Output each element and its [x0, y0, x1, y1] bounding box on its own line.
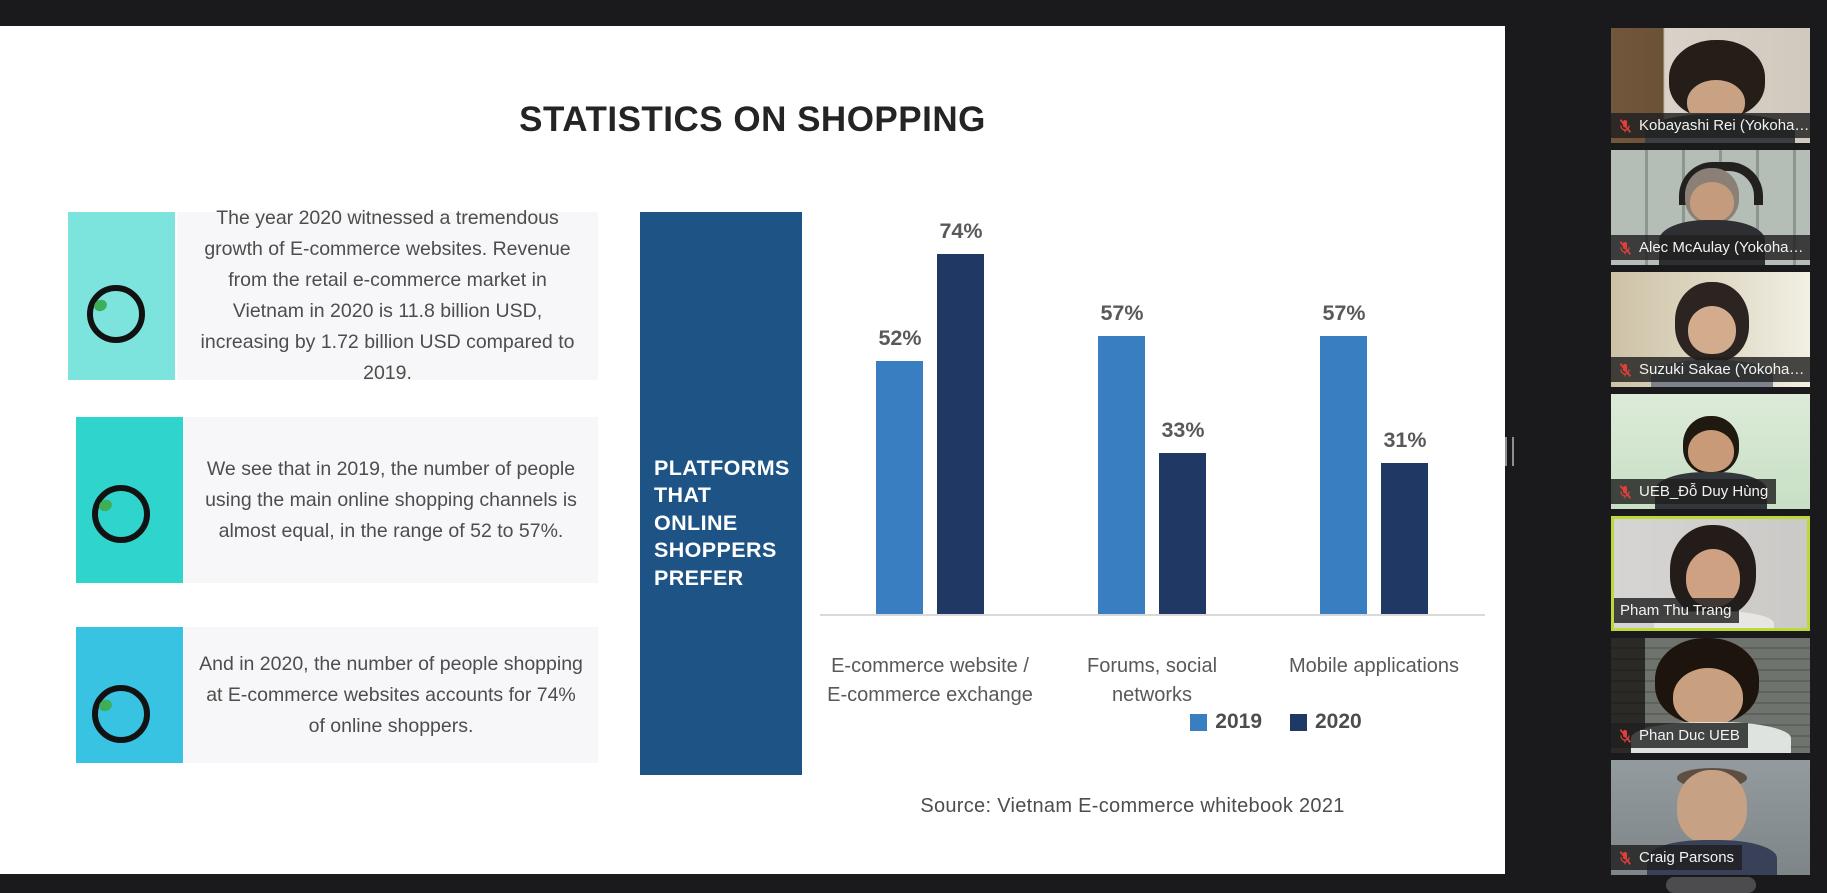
muted-mic-icon	[1619, 484, 1632, 499]
muted-mic-icon	[1619, 850, 1632, 865]
participant-tile-craig[interactable]: Craig Parsons	[1611, 760, 1810, 875]
participant-name-tag: Pham Thu Trang	[1614, 598, 1740, 623]
sidebar-resize-handle[interactable]	[1505, 437, 1514, 466]
green-dot-icon	[97, 697, 114, 714]
bar-2019-mobile	[1320, 336, 1367, 614]
legend-swatch-2019	[1190, 713, 1208, 731]
category-label-forums: Forums, social networks	[1086, 655, 1218, 706]
insight-text-2: We see that in 2019, the number of peopl…	[184, 417, 598, 583]
insight-text-3: And in 2020, the number of people shoppi…	[184, 627, 598, 763]
bar-2019-ecommerce	[876, 361, 923, 614]
data-label: 74%	[939, 219, 983, 243]
data-label: 33%	[1161, 418, 1205, 442]
participants-video-strip: Kobayashi Rei (Yokoha… Alec McAulay (Yok…	[1611, 28, 1810, 882]
category-label-ecommerce: E-commerce website / E-commerce exchange	[827, 655, 1033, 706]
bar-chart: 52% 74% 57% 33% 57% 31%	[820, 219, 1485, 616]
bar-2020-forums	[1159, 453, 1206, 614]
green-dot-icon	[97, 497, 114, 514]
muted-mic-icon	[1619, 118, 1632, 133]
category-label-mobile: Mobile applications	[1288, 655, 1460, 677]
insight-accent-square-2	[76, 417, 183, 583]
bar-2020-ecommerce	[937, 254, 984, 614]
target-ring-icon	[92, 485, 150, 543]
chart-legend: 2019 2020	[1136, 710, 1416, 734]
participant-tile-alec[interactable]: Alec McAulay (Yokoha…	[1611, 150, 1810, 265]
data-label: 57%	[1100, 301, 1144, 325]
chart-source-note: Source: Vietnam E-commerce whitebook 202…	[920, 795, 1345, 817]
legend-swatch-2020	[1290, 713, 1307, 731]
legend-item-2020: 2020	[1290, 710, 1362, 734]
participant-name-tag: UEB_Đỗ Duy Hùng	[1611, 479, 1777, 504]
participant-tile-kobayashi[interactable]: Kobayashi Rei (Yokoha…	[1611, 28, 1810, 143]
bar-2019-forums	[1098, 336, 1145, 614]
participant-name-tag: Phan Duc UEB	[1611, 723, 1748, 748]
slide-title: STATISTICS ON SHOPPING	[519, 100, 986, 139]
muted-mic-icon	[1619, 362, 1632, 377]
target-ring-icon	[87, 285, 145, 343]
sidebar-more-button[interactable]	[1666, 877, 1756, 893]
muted-mic-icon	[1619, 728, 1632, 743]
insight-accent-square-3	[76, 627, 183, 763]
data-label: 52%	[878, 326, 922, 350]
insight-accent-square-1	[68, 212, 175, 380]
green-dot-icon	[92, 297, 109, 314]
insight-text-1: The year 2020 witnessed a tremendous gro…	[177, 207, 598, 384]
participant-tile-pham-active-speaker[interactable]: Pham Thu Trang	[1611, 516, 1810, 631]
data-label: 31%	[1383, 428, 1427, 452]
muted-mic-icon	[1619, 240, 1632, 255]
participant-tile-phan[interactable]: Phan Duc UEB	[1611, 638, 1810, 753]
participant-name-tag: Suzuki Sakae (Yokoha…	[1611, 357, 1810, 382]
participant-tile-suzuki[interactable]: Suzuki Sakae (Yokoha…	[1611, 272, 1810, 387]
participant-name-tag: Craig Parsons	[1611, 845, 1743, 870]
chart-title-box: PLATFORMS THAT ONLINE SHOPPERS PREFER	[640, 212, 802, 775]
participant-tile-hung[interactable]: UEB_Đỗ Duy Hùng	[1611, 394, 1810, 509]
participant-name-tag: Alec McAulay (Yokoha…	[1611, 235, 1810, 260]
x-axis-line	[820, 614, 1485, 616]
bar-2020-mobile	[1381, 463, 1428, 614]
legend-item-2019: 2019	[1190, 710, 1262, 734]
shared-slide: STATISTICS ON SHOPPING The year 2020 wit…	[0, 26, 1505, 874]
participant-name-tag: Kobayashi Rei (Yokoha…	[1611, 113, 1810, 138]
data-label: 57%	[1322, 301, 1366, 325]
target-ring-icon	[92, 685, 150, 743]
